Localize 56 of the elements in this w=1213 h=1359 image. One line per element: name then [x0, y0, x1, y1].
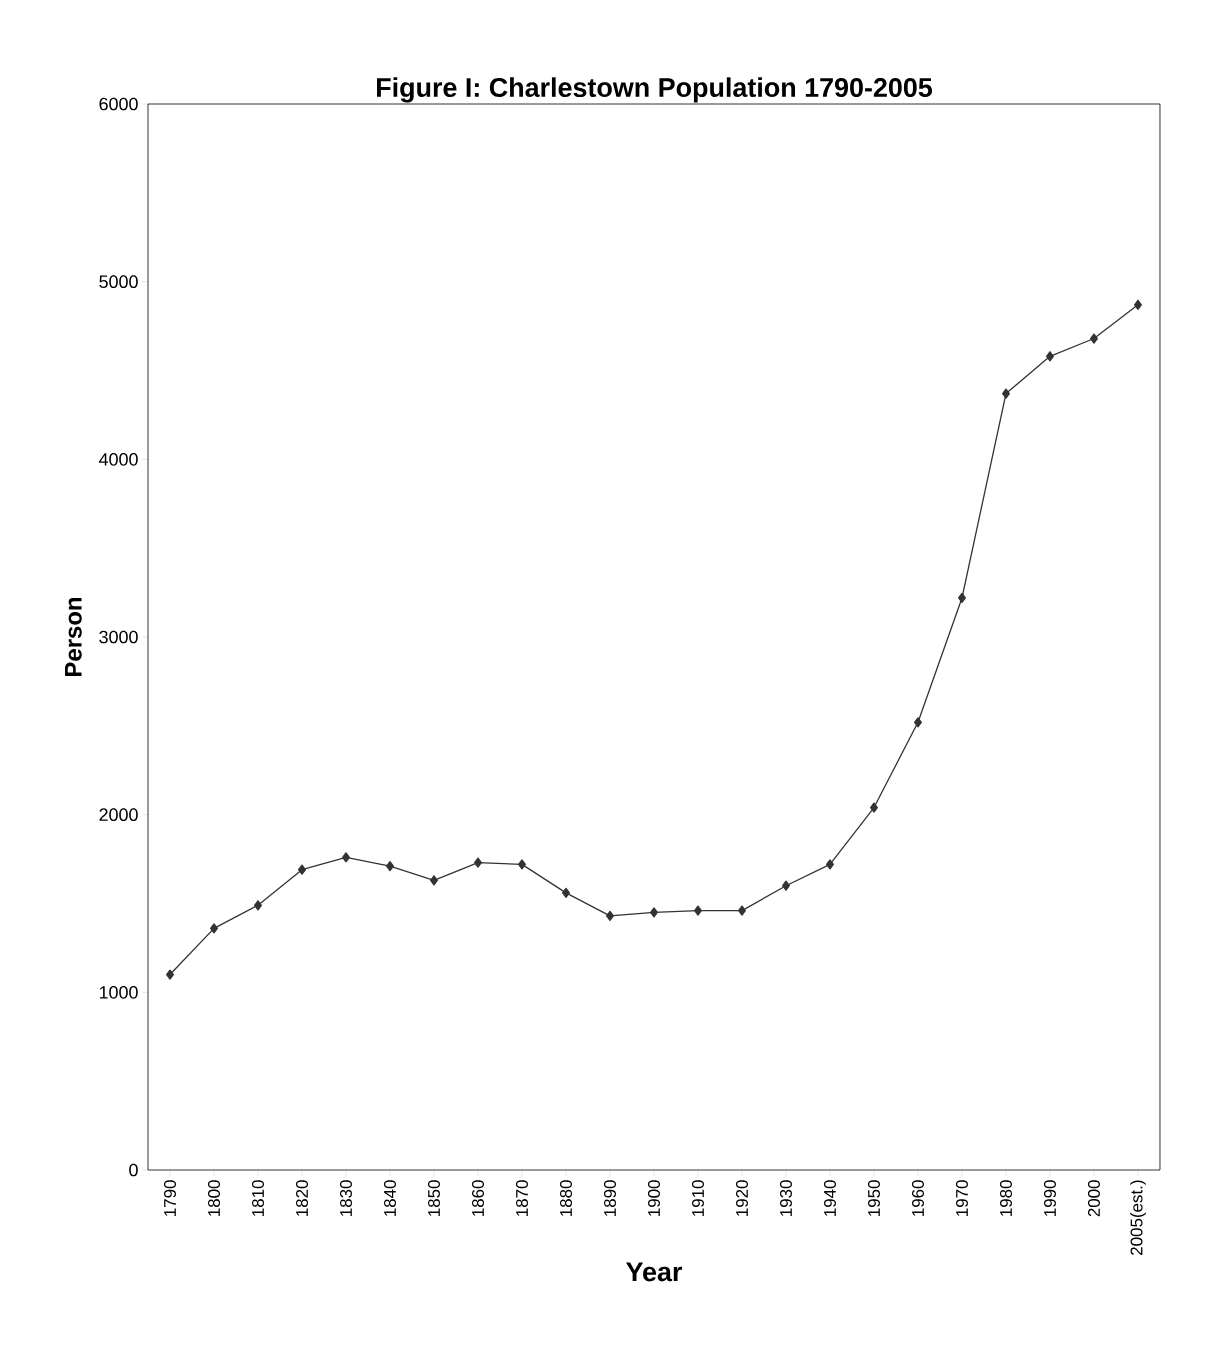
- point: [737, 905, 746, 916]
- point: [957, 592, 966, 604]
- x-tick-label: 1980: [999, 1180, 1012, 1216]
- point: [165, 969, 175, 980]
- point: [209, 923, 219, 934]
- y-tick-label: 5000: [99, 275, 138, 289]
- point: [693, 905, 702, 916]
- x-tick-label: 1970: [955, 1180, 968, 1216]
- y-tick-label: 2000: [99, 808, 138, 822]
- x-tick-label: 2000: [1087, 1180, 1100, 1217]
- x-tick-label: 1810: [252, 1180, 264, 1216]
- y-tick-label: 0: [129, 1163, 138, 1177]
- point: [561, 887, 571, 898]
- chart-title: Figure I: Charlestown Population 1790-2005: [377, 77, 933, 103]
- point: [1133, 299, 1142, 310]
- x-tick-label: 1910: [691, 1180, 704, 1216]
- x-tick-label: 1860: [472, 1180, 484, 1216]
- point: [297, 864, 307, 875]
- x-tick-label: 1840: [384, 1180, 396, 1216]
- point: [473, 857, 483, 868]
- x-tick-label: 1790: [164, 1180, 176, 1216]
- x-tick-label: 1880: [559, 1180, 572, 1216]
- x-tick-label: 1920: [735, 1180, 748, 1216]
- point: [429, 875, 439, 886]
- x-tick-label: 1850: [428, 1180, 440, 1216]
- x-tick-label: 1820: [296, 1180, 308, 1216]
- point: [913, 717, 922, 728]
- x-tick-label: 1870: [515, 1180, 528, 1216]
- y-tick-label: 1000: [99, 985, 138, 999]
- x-tick-label: 1890: [603, 1180, 616, 1216]
- point: [825, 859, 834, 870]
- point: [341, 852, 351, 863]
- y-tick-label: 4000: [98, 452, 138, 466]
- point: [253, 900, 263, 911]
- point: [1045, 351, 1054, 362]
- point: [517, 859, 527, 870]
- x-tick-label: 1900: [647, 1180, 660, 1216]
- y-tick-label: 6000: [99, 97, 138, 111]
- x-tick-label: 1950: [867, 1180, 880, 1216]
- x-tick-label: 1930: [779, 1180, 792, 1216]
- x-tick-label: 1960: [911, 1180, 924, 1216]
- point: [605, 910, 614, 922]
- y-axis-title: Person: [65, 597, 82, 676]
- x-tick-label: 1990: [1043, 1180, 1056, 1216]
- point: [649, 907, 658, 918]
- x-axis-title: Year: [626, 1262, 682, 1282]
- point: [1089, 333, 1098, 344]
- point: [781, 880, 790, 891]
- y-tick-label: 3000: [99, 630, 138, 644]
- x-tick-label: 1830: [340, 1180, 352, 1216]
- point: [1001, 388, 1010, 399]
- x-tick-label: 2005(est.): [1130, 1180, 1146, 1255]
- point: [385, 861, 395, 872]
- x-tick-label: 1800: [208, 1180, 220, 1216]
- point: [869, 802, 878, 813]
- x-tick-label: 1940: [823, 1180, 836, 1216]
